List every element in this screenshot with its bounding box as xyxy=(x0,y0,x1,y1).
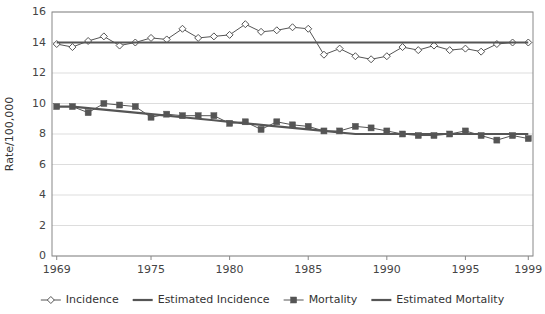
point xyxy=(462,45,469,52)
y-tick-label: 14 xyxy=(32,36,46,49)
point xyxy=(368,125,374,131)
grid-line xyxy=(52,195,533,196)
grid-line xyxy=(52,225,533,226)
legend-marker xyxy=(291,297,297,303)
point xyxy=(446,47,453,54)
point xyxy=(415,47,422,54)
point xyxy=(179,25,186,32)
point xyxy=(289,24,296,31)
legend-label: Estimated Incidence xyxy=(158,293,270,306)
legend-swatch xyxy=(371,299,391,301)
point xyxy=(274,119,280,125)
legend-swatch xyxy=(133,299,153,301)
grid-line xyxy=(52,42,533,43)
x-tick-label: 1990 xyxy=(373,263,401,276)
point xyxy=(85,110,91,116)
grid-line xyxy=(52,103,533,104)
x-tick-label: 1980 xyxy=(216,263,244,276)
point xyxy=(320,51,327,58)
y-tick-label: 12 xyxy=(32,66,46,79)
data xyxy=(53,21,532,143)
grid-line xyxy=(52,73,533,74)
point xyxy=(242,21,249,28)
y-tick-label: 0 xyxy=(39,249,46,262)
legend-item: Incidence xyxy=(41,293,119,306)
y-tick-label: 6 xyxy=(39,158,46,171)
point xyxy=(69,44,76,51)
legend: Incidence Estimated Incidence Mortality Est… xyxy=(41,293,505,306)
x-tick xyxy=(386,256,387,260)
point xyxy=(525,136,531,142)
point xyxy=(383,53,390,60)
series-line xyxy=(57,41,529,43)
x-tick xyxy=(56,256,57,260)
point xyxy=(117,102,123,108)
point xyxy=(195,34,202,41)
point xyxy=(399,44,406,51)
x-tick xyxy=(308,256,309,260)
point xyxy=(336,45,343,52)
legend-item: Estimated Mortality xyxy=(371,293,504,306)
point xyxy=(132,104,138,110)
point xyxy=(352,53,359,60)
point xyxy=(100,33,107,40)
legend-label: Mortality xyxy=(309,293,358,306)
series-line xyxy=(57,24,529,59)
point xyxy=(368,56,375,63)
legend-item: Estimated Incidence xyxy=(133,293,270,306)
grid xyxy=(52,12,533,256)
y-tick-label: 10 xyxy=(32,97,46,110)
point xyxy=(211,113,217,119)
plot-frame xyxy=(52,12,533,256)
series-line xyxy=(57,104,529,141)
y-tick-label: 2 xyxy=(39,219,46,232)
legend-item: Mortality xyxy=(284,293,358,306)
x-tick xyxy=(528,256,529,260)
x-tick-label: 1999 xyxy=(514,263,542,276)
point xyxy=(258,126,264,132)
grid-line xyxy=(52,164,533,165)
point xyxy=(101,101,107,107)
x-tick-label: 1975 xyxy=(137,263,165,276)
y-tick-label: 4 xyxy=(39,188,46,201)
x-tick-label: 1985 xyxy=(294,263,322,276)
point xyxy=(494,137,500,143)
series-line xyxy=(57,107,529,134)
point xyxy=(210,33,217,40)
legend-label: Incidence xyxy=(66,293,119,306)
point xyxy=(352,123,358,129)
point xyxy=(226,31,233,38)
point xyxy=(148,34,155,41)
legend-marker xyxy=(47,297,54,304)
x-tick-label: 1995 xyxy=(451,263,479,276)
point xyxy=(305,25,312,32)
legend-label: Estimated Mortality xyxy=(396,293,504,306)
x-tick xyxy=(229,256,230,260)
x-tick xyxy=(465,256,466,260)
point xyxy=(273,27,280,34)
point xyxy=(258,28,265,35)
point xyxy=(478,48,485,55)
y-tick-label: 16 xyxy=(32,5,46,18)
x-tick xyxy=(151,256,152,260)
x-tick-label: 1969 xyxy=(43,263,71,276)
y-axis-label: Rate/100,000 xyxy=(3,97,16,171)
y-tick-label: 8 xyxy=(39,127,46,140)
chart: 0 2 4 6 8 10 12 14 16 1969 1975 1980 1985 1990 1995 199… xyxy=(0,0,545,314)
